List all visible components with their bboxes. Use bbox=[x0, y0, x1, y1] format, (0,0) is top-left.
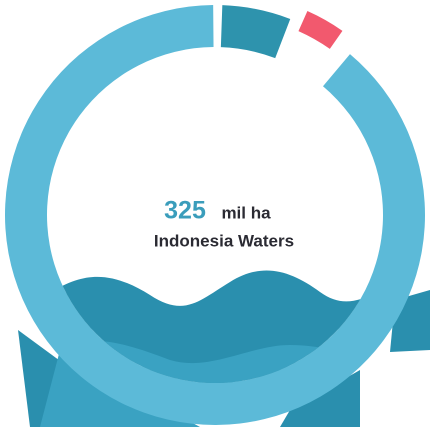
donut-segment bbox=[298, 11, 343, 49]
bottom-right-shape bbox=[280, 370, 360, 427]
stat-value: 325 bbox=[164, 197, 206, 225]
stat-label: Indonesia Waters bbox=[154, 231, 294, 250]
stat-unit: mil ha bbox=[221, 203, 271, 222]
donut-segment bbox=[220, 5, 291, 59]
